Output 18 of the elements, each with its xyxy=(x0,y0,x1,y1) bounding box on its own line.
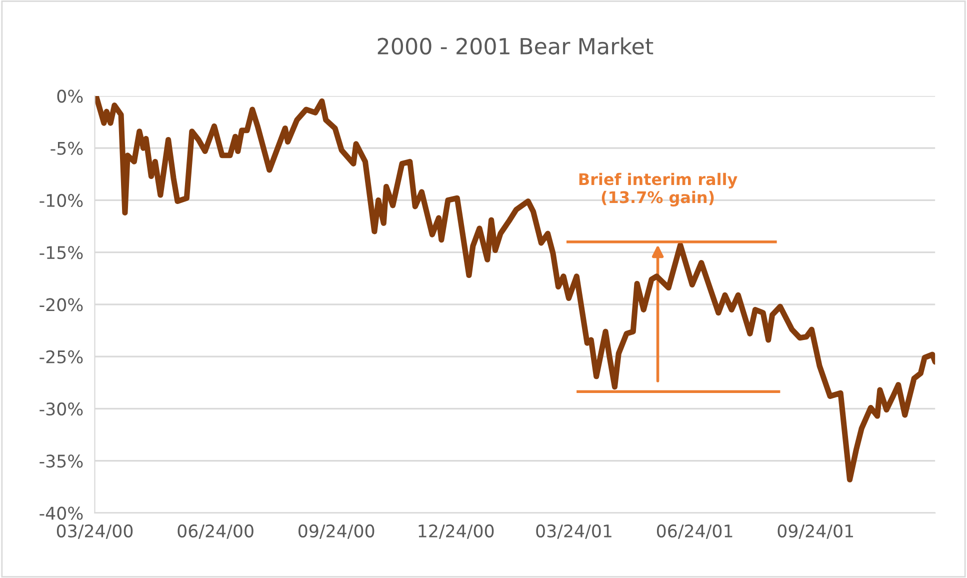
y-tick-label: -30% xyxy=(40,402,83,416)
x-tick-label: 09/24/00 xyxy=(298,524,374,539)
y-tick-label: -20% xyxy=(40,298,83,312)
x-tick-label: 03/24/01 xyxy=(536,524,612,539)
y-tick-label: 0% xyxy=(57,90,83,103)
y-tick-label: -10% xyxy=(40,194,83,208)
y-tick-label: -35% xyxy=(40,454,83,468)
chart-title: 2000 - 2001 Bear Market xyxy=(378,37,654,55)
y-tick-label: -25% xyxy=(40,350,83,364)
x-tick-label: 03/24/00 xyxy=(56,524,133,539)
annotation: Brief interim rally (13.7% gain) xyxy=(579,172,738,206)
y-tick-label: -5% xyxy=(50,142,83,155)
x-tick-label: 06/24/01 xyxy=(656,524,732,539)
y-tick-label: -15% xyxy=(40,246,83,260)
x-tick-label: 06/24/00 xyxy=(178,524,254,539)
x-tick-label: 09/24/01 xyxy=(778,524,853,539)
x-tick-label: 12/24/00 xyxy=(418,524,494,539)
y-tick-label: -40% xyxy=(40,506,83,520)
